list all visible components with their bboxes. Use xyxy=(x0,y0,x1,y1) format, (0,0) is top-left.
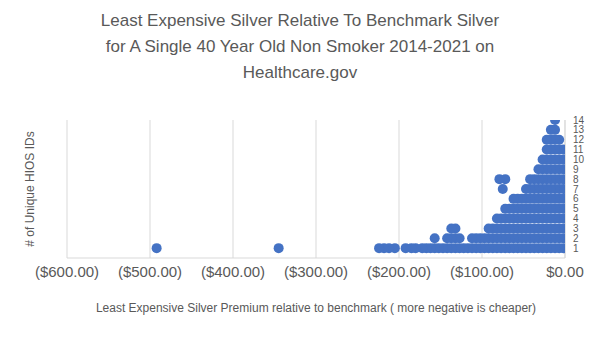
svg-text:7: 7 xyxy=(573,184,579,195)
svg-text:8: 8 xyxy=(573,174,579,185)
svg-text:($400.00): ($400.00) xyxy=(201,263,265,280)
svg-text:($300.00): ($300.00) xyxy=(284,263,348,280)
svg-text:10: 10 xyxy=(573,154,585,165)
svg-text:3: 3 xyxy=(573,223,579,234)
svg-text:Least Expensive Silver Premium: Least Expensive Silver Premium relative … xyxy=(96,301,536,315)
svg-text:($600.00): ($600.00) xyxy=(35,263,99,280)
svg-text:4: 4 xyxy=(573,213,579,224)
svg-text:5: 5 xyxy=(573,203,579,214)
svg-text:14: 14 xyxy=(573,115,585,126)
svg-text:11: 11 xyxy=(573,144,584,155)
svg-text:12: 12 xyxy=(573,134,585,145)
svg-text:2: 2 xyxy=(573,233,579,244)
svg-text:$0.00: $0.00 xyxy=(546,263,584,280)
svg-text:9: 9 xyxy=(573,164,579,175)
html-text:Least Expensive Silver Relativ: Least Expensive Silver Relative To Bench… xyxy=(100,11,500,82)
svg-text:1: 1 xyxy=(573,243,579,254)
html-text:# of Unique HIOS IDs: # of Unique HIOS IDs xyxy=(23,131,37,247)
svg-text:($200.00): ($200.00) xyxy=(367,263,431,280)
svg-text:6: 6 xyxy=(573,193,579,204)
svg-text:13: 13 xyxy=(573,124,585,135)
svg-text:($100.00): ($100.00) xyxy=(450,263,514,280)
svg-text:($500.00): ($500.00) xyxy=(118,263,182,280)
